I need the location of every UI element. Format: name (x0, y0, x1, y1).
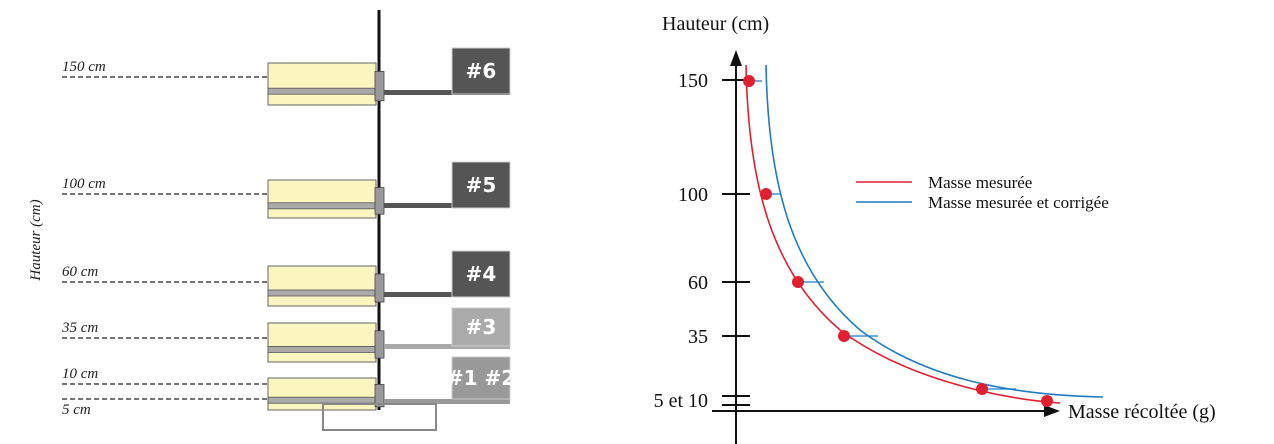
connector (375, 331, 384, 358)
trap-bar (268, 203, 376, 209)
level-label: 5 cm (62, 402, 91, 418)
trap-bar (268, 290, 376, 296)
y-axis-label: Hauteur (cm) (662, 13, 769, 35)
level-label: 100 cm (62, 176, 106, 192)
trap (268, 323, 376, 362)
tick-label: 35 (688, 326, 708, 348)
diagram: Hauteur (cm) 150 cm 100 cm 60 cm 35 cm 10 cm… (0, 0, 1274, 444)
level-label: 10 cm (62, 366, 98, 382)
traps: 150 cm 100 cm 60 cm 35 cm 10 cm 5 cm #6 #5 #4 #3 #… (61, 48, 515, 418)
points (743, 75, 1053, 407)
connector (375, 71, 384, 100)
correction-arrows (749, 81, 1016, 389)
badge-label: #3 (466, 315, 497, 339)
tick-label: 60 (688, 272, 708, 294)
badge-label: #6 (466, 59, 497, 83)
trap (268, 266, 376, 306)
tick-label: 5 et 10 (654, 390, 708, 412)
corrected-curve (766, 65, 1103, 397)
tick-label: 100 (678, 184, 708, 206)
level-label: 60 cm (62, 264, 98, 280)
level-label: 35 cm (61, 320, 98, 336)
connector (375, 188, 384, 215)
connector (375, 274, 384, 302)
legend-label: Masse mesurée (928, 173, 1032, 192)
legend-label: Masse mesurée et corrigée (928, 193, 1109, 212)
tick-label: 150 (678, 70, 708, 92)
badge-label: #1 #2 (447, 366, 515, 390)
x-axis-label: Masse récoltée (g) (1068, 401, 1216, 423)
trap (268, 180, 376, 218)
trap-bar (268, 397, 376, 403)
arrow (730, 50, 742, 66)
axis-label: Hauteur (cm) (28, 199, 44, 281)
trap-bar (268, 346, 376, 352)
trap (268, 63, 376, 105)
level-label: 150 cm (62, 59, 106, 75)
badge-label: #4 (466, 262, 497, 286)
trap-bar (268, 88, 376, 94)
badge-label: #5 (466, 173, 497, 197)
